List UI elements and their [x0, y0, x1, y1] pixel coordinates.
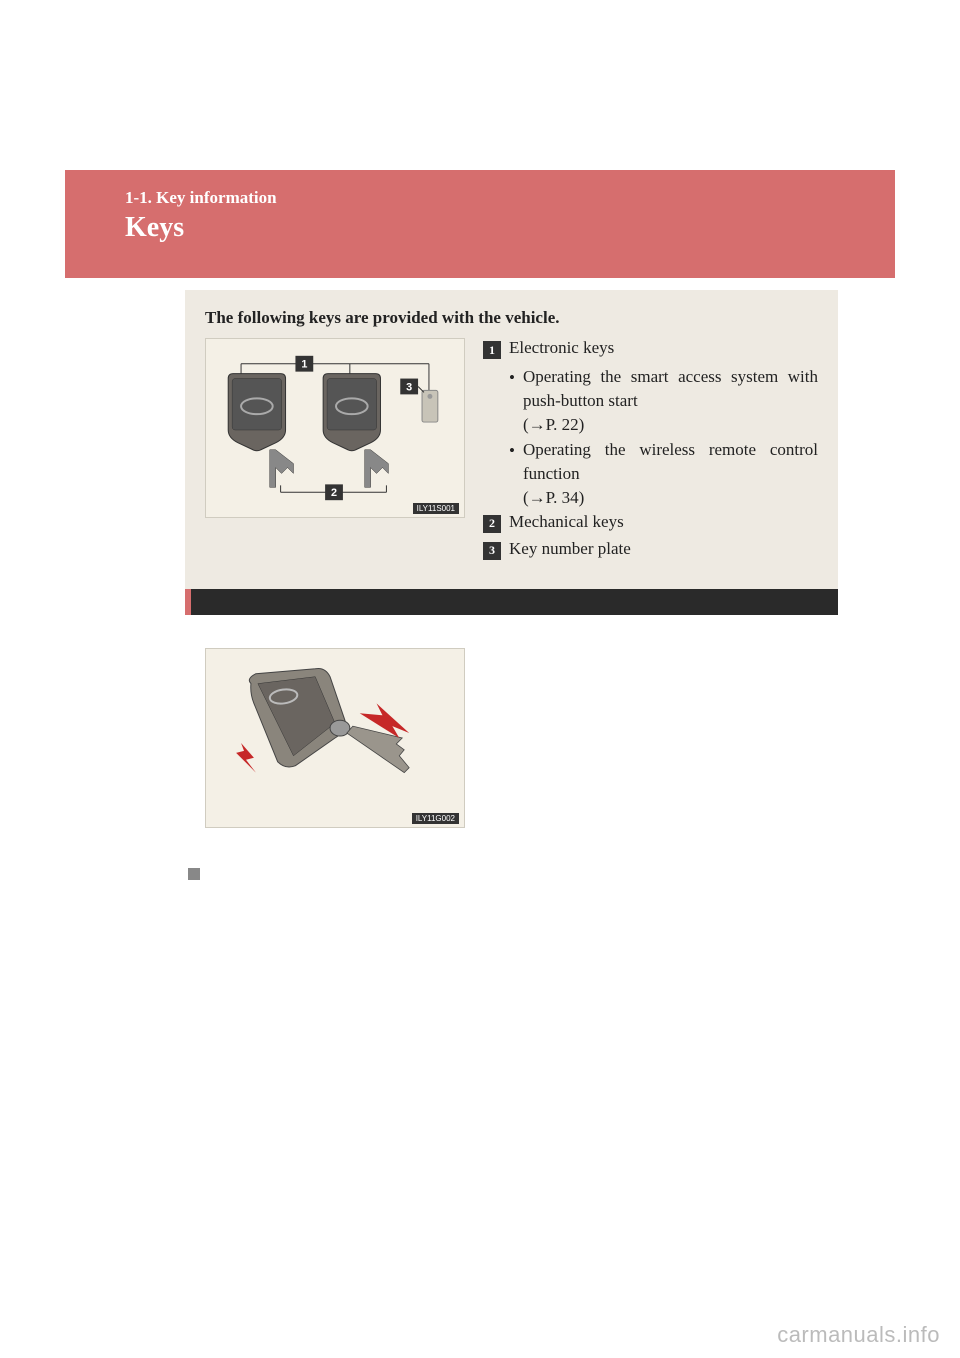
- list-item-3: 3 Key number plate: [483, 539, 818, 560]
- item-3-label: Key number plate: [509, 539, 631, 559]
- bullet-1: • Operating the smart access system with…: [509, 365, 818, 436]
- intro-panel: The following keys are provided with the…: [185, 290, 838, 596]
- marker-3: 3: [483, 542, 501, 560]
- list-item-1: 1 Electronic keys: [483, 338, 818, 359]
- bullet-dot-icon: •: [509, 366, 515, 390]
- list-item-2: 2 Mechanical keys: [483, 512, 818, 533]
- section-number: 1-1. Key information: [125, 188, 835, 208]
- intro-content: 1 2: [205, 338, 818, 566]
- note-marker: [188, 868, 200, 880]
- subsection-bar: [185, 589, 838, 615]
- bullet-1-text: Operating the smart access system with p…: [523, 365, 818, 436]
- marker-2: 2: [483, 515, 501, 533]
- bullet-2-text: Operating the wireless remote control fu…: [523, 438, 818, 509]
- marker-1: 1: [483, 341, 501, 359]
- watermark: carmanuals.info: [777, 1322, 940, 1348]
- section-title: Keys: [125, 212, 835, 244]
- key-list: 1 Electronic keys • Operating the smart …: [483, 338, 818, 566]
- mechanical-key-illustration: ILY11G002: [205, 648, 465, 828]
- image-code-1: ILY11S001: [413, 503, 459, 514]
- svg-text:1: 1: [301, 359, 307, 371]
- image-code-2: ILY11G002: [412, 813, 459, 824]
- svg-text:3: 3: [406, 381, 412, 393]
- section-header: 1-1. Key information Keys: [65, 170, 895, 278]
- bullet-2: • Operating the wireless remote control …: [509, 438, 818, 509]
- item-2-label: Mechanical keys: [509, 512, 624, 532]
- bullet-dot-icon: •: [509, 439, 515, 463]
- keys-illustration: 1 2: [205, 338, 465, 518]
- svg-text:2: 2: [331, 487, 337, 499]
- item-1-label: Electronic keys: [509, 338, 614, 358]
- intro-lead: The following keys are provided with the…: [205, 308, 818, 328]
